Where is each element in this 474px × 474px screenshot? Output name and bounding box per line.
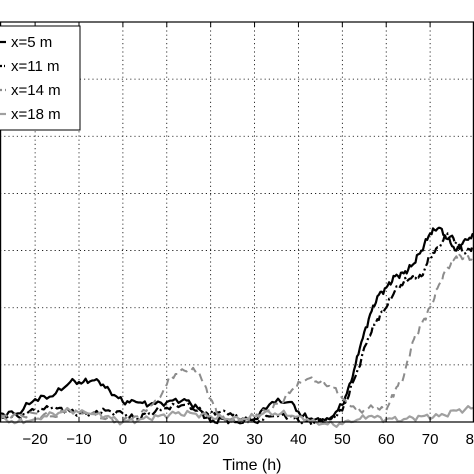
x-tick-label-4: 10 [158, 431, 175, 448]
legend-label-4: x=18 m [11, 106, 61, 123]
legend: x=5 m x=11 m x=14 m x=18 m [0, 25, 81, 131]
legend-label-3: x=14 m [11, 82, 61, 99]
x-tick-label-7: 40 [290, 431, 307, 448]
x-axis-title: Time (h) [223, 457, 282, 474]
x-tick-label-8: 50 [334, 431, 351, 448]
series-line-1 [0, 226, 474, 425]
legend-label-2: x=11 m [11, 58, 60, 75]
series-line-4 [0, 405, 474, 428]
series-line-2 [0, 232, 474, 427]
grid [0, 22, 474, 422]
x-tick-label-2: −10 [66, 431, 91, 448]
x-tick-label-6: 30 [246, 431, 263, 448]
x-axis: 30−20−1001020304050607080 [22, 22, 474, 448]
x-tick-label-10: 70 [422, 431, 439, 448]
legend-label-1: x=5 m [11, 34, 52, 51]
x-tick-label-5: 20 [202, 431, 219, 448]
plot-frame [0, 21, 474, 423]
series-line-3 [0, 253, 474, 424]
x-tick-label-11: 80 [466, 431, 474, 448]
x-tick-label-3: 0 [119, 431, 127, 448]
x-tick-label-9: 60 [378, 431, 395, 448]
x-tick-label-1: −20 [22, 431, 47, 448]
series-group [0, 226, 474, 428]
legend-box [0, 25, 81, 131]
